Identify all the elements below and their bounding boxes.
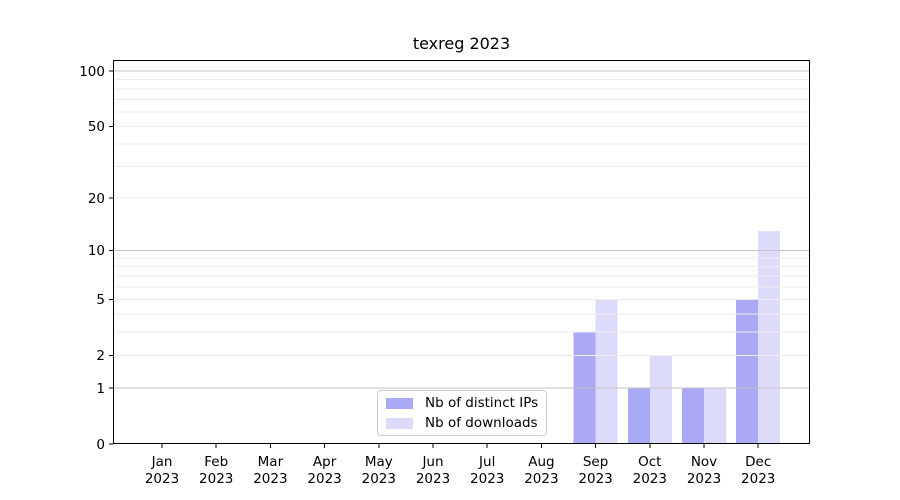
- x-tick-label-year-nov: 2023: [687, 471, 721, 487]
- legend: Nb of distinct IPs Nb of downloads: [377, 390, 547, 436]
- x-tick-label-year-dec: 2023: [741, 471, 775, 487]
- x-tick-label-year-mar: 2023: [253, 471, 287, 487]
- bar-downloads-nov: [704, 388, 726, 444]
- x-tick-label-nov: Nov: [691, 454, 717, 470]
- bar-distinct-ips-dec: [736, 299, 759, 444]
- legend-swatch-distinct-ips: [386, 397, 413, 409]
- y-tick-label-20: 20: [88, 191, 105, 207]
- plot-border: [113, 60, 810, 444]
- legend-label-downloads: Nb of downloads: [425, 414, 538, 431]
- x-tick-label-jun: Jun: [421, 454, 443, 470]
- legend-label-distinct-ips: Nb of distinct IPs: [425, 394, 539, 411]
- y-tick-label-1: 1: [96, 381, 105, 397]
- x-tick-label-year-apr: 2023: [307, 471, 341, 487]
- y-tick-label-2: 2: [96, 348, 105, 364]
- y-tick-label-0: 0: [96, 437, 105, 453]
- bar-downloads-oct: [649, 355, 672, 444]
- x-tick-label-sep: Sep: [583, 454, 608, 470]
- y-tick-label-50: 50: [88, 119, 105, 135]
- x-tick-label-year-feb: 2023: [199, 471, 233, 487]
- x-tick-label-year-oct: 2023: [633, 471, 667, 487]
- x-tick-label-feb: Feb: [204, 454, 228, 470]
- legend-item-distinct-ips: Nb of distinct IPs: [386, 395, 546, 412]
- x-tick-label-oct: Oct: [638, 454, 661, 470]
- x-tick-label-jan: Jan: [151, 454, 173, 470]
- x-tick-label-may: May: [365, 454, 393, 470]
- y-tick-label-10: 10: [88, 243, 105, 259]
- legend-item-downloads: Nb of downloads: [386, 415, 546, 432]
- bar-downloads-dec: [758, 230, 781, 444]
- x-tick-label-jul: Jul: [478, 454, 495, 470]
- y-tick-label-5: 5: [96, 292, 105, 308]
- x-tick-label-dec: Dec: [745, 454, 771, 470]
- x-tick-label-year-jul: 2023: [470, 471, 504, 487]
- chart-title: texreg 2023: [412, 34, 511, 53]
- x-tick-label-year-aug: 2023: [524, 471, 558, 487]
- x-tick-label-mar: Mar: [258, 454, 284, 470]
- x-tick-label-apr: Apr: [313, 454, 337, 470]
- bar-distinct-ips-nov: [682, 388, 704, 444]
- bar-downloads-sep: [595, 299, 618, 444]
- x-tick-label-year-may: 2023: [362, 471, 396, 487]
- x-tick-label-year-jun: 2023: [416, 471, 450, 487]
- x-tick-label-aug: Aug: [528, 454, 554, 470]
- y-tick-label-100: 100: [79, 64, 105, 80]
- x-tick-label-year-sep: 2023: [578, 471, 612, 487]
- bar-distinct-ips-oct: [627, 388, 650, 444]
- legend-swatch-downloads: [386, 417, 413, 429]
- x-tick-label-year-jan: 2023: [145, 471, 179, 487]
